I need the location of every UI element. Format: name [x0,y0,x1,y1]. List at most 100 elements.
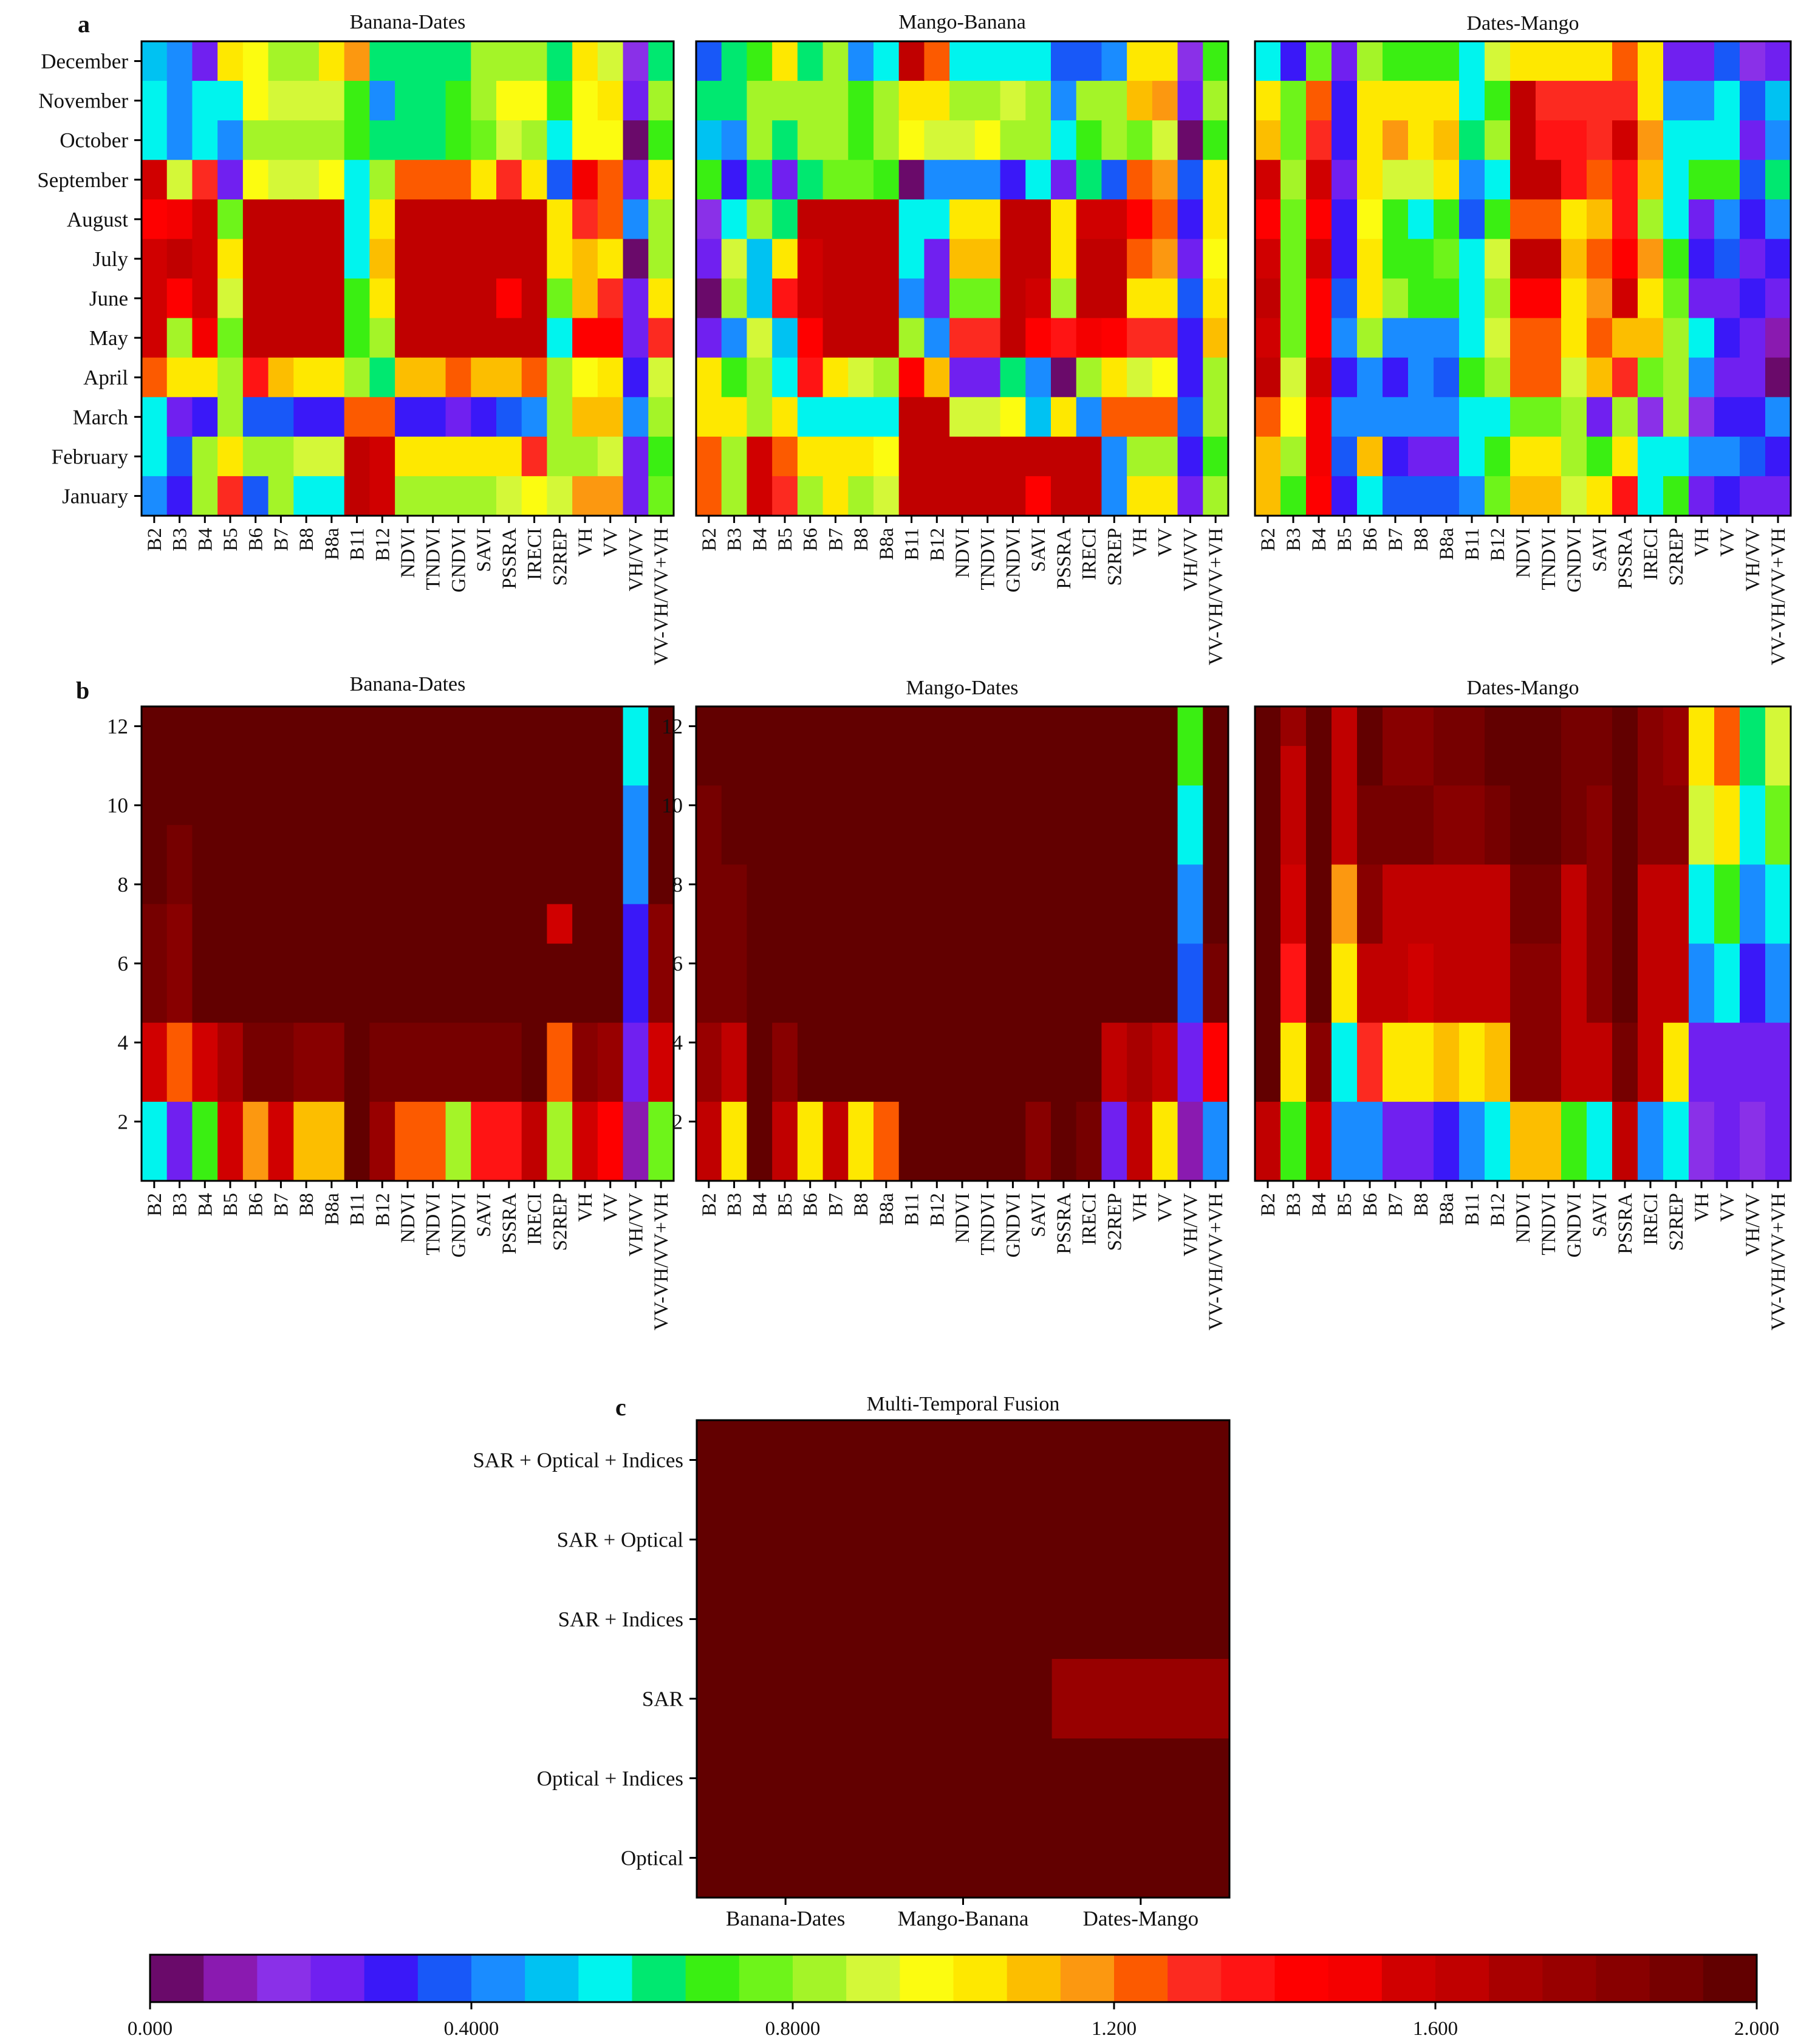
heatmap-cell-12-b4 [747,706,773,747]
heatmap-cell-february-ireci [521,436,548,477]
heatmap-cell-december-vv-vh-vv-vh [648,41,674,81]
heatmap-cell-1-ndvi [949,1141,976,1181]
x-tick-label: B8 [1410,528,1432,552]
heatmap-cell-september-vv [1152,160,1178,200]
heatmap-cell-9-b11 [344,825,371,865]
heatmap-cell-6-b2 [1255,943,1281,984]
colorbar-segment [1435,1955,1489,2002]
heatmap-cell-august-b7 [1383,199,1409,240]
x-tick-label: GNDVI [1564,528,1585,592]
heatmap-cell-june-b5 [1332,278,1358,319]
heatmap-cell-2-vh [1689,1101,1715,1142]
heatmap-cell-12-b6 [242,706,269,747]
heatmap-cell-september-b5 [1332,160,1358,200]
heatmap-cell-8-b6 [242,864,269,905]
heatmap-cell-june-b8 [1408,278,1434,319]
heatmap-cell-11-b8a [1434,746,1460,786]
heatmap-cell-april-b6 [1357,357,1383,398]
heatmap-cell-7-b3 [721,904,748,945]
colorbar-segment [203,1955,258,2002]
heatmap-cell-september-pssra [1051,160,1077,200]
heatmap-cell-august-b7 [268,199,294,240]
heatmap-cell-7-vh [1689,904,1715,945]
heatmap-cell-5-b12 [1485,983,1511,1024]
heatmap-cell-sar-optical-indices-mango-banana [874,1420,1053,1500]
heatmap-cell-april-b12 [924,357,950,398]
heatmap-cell-2-ireci [521,1101,548,1142]
heatmap-cell-august-s2rep [547,199,573,240]
x-tick-label: S2REP [1104,1193,1126,1251]
colorbar-frame [149,1953,1758,2003]
heatmap-cell-12-b2 [1255,706,1281,747]
heatmap-cell-2-ndvi [395,1101,421,1142]
heatmap-cell-august-s2rep [1101,199,1127,240]
heatmap-cell-may-vv [597,318,624,358]
heatmap-cell-july-b8 [848,239,874,279]
y-tick-label: January [62,484,128,508]
x-tick-label: SAVI [1028,1193,1050,1237]
heatmap-cell-6-b3 [1280,943,1307,984]
heatmap-cell-june-b2 [142,278,168,319]
heatmap-cell-february-b3 [721,436,748,477]
heatmap-cell-12-vh [1689,706,1715,747]
heatmap-cell-august-gndvi [1561,199,1587,240]
heatmap-cell-march-b2 [1255,397,1281,437]
heatmap-cell-august-b3 [1280,199,1307,240]
heatmap-cell-april-b11 [1459,357,1485,398]
heatmap-cell-4-b11 [1459,1022,1485,1063]
heatmap-cell-june-b8 [293,278,320,319]
heatmap-cell-10-b5 [772,785,798,825]
x-tick-label: B4 [749,1193,771,1217]
x-tick-label: GNDVI [1002,528,1024,592]
heatmap-cell-11-b3 [721,746,748,786]
heatmap-cell-september-b7 [1383,160,1409,200]
heatmap-cell-october-ireci [1638,120,1664,160]
colorbar-segment [1381,1955,1436,2002]
heatmap-cell-april-b5 [772,357,798,398]
y-tick-label: March [73,405,129,429]
heatmap-cell-september-s2rep [1663,160,1689,200]
heatmap-cell-october-tndvi [974,120,1001,160]
heatmap-cell-december-tndvi [420,41,446,81]
heatmap-cell-12-b6 [797,706,824,747]
panel-label-c: c [615,1393,626,1421]
heatmap-cell-may-vh-vv [623,318,649,358]
heatmap-cell-july-b7 [1383,239,1409,279]
heatmap-cell-12-vv-vh-vv-vh [1203,706,1229,747]
heatmap-cell-december-gndvi [445,41,471,81]
heatmap-cell-february-ndvi [395,436,421,477]
heatmap-cell-12-vh-vv [623,706,649,747]
heatmap-cell-may-b11 [898,318,925,358]
heatmap-cell-12-b11 [1459,706,1485,747]
heatmap-cell-october-pssra [1051,120,1077,160]
heatmap-cell-november-ireci [521,81,548,121]
heatmap-cell-9-ndvi [949,825,976,865]
heatmap-cell-may-b5 [1332,318,1358,358]
heatmap-cell-5-vv [1152,983,1178,1024]
x-tick-label: B2 [144,1193,166,1217]
heatmap-cell-january-b12 [924,476,950,516]
x-tick-label: B8 [296,1193,318,1217]
heatmap-cell-7-b6 [1357,904,1383,945]
colorbar-segment [1542,1955,1597,2002]
heatmap-cell-april-vv-vh-vv-vh [1765,357,1791,398]
heatmap-cell-august-b4 [747,199,773,240]
heatmap-cell-march-b7 [1383,397,1409,437]
heatmap-cell-october-b7 [268,120,294,160]
heatmap-cell-7-vv [597,904,624,945]
heatmap-cell-2-b12 [1485,1101,1511,1142]
heatmap-cell-july-b5 [772,239,798,279]
heatmap-cell-june-b7 [1383,278,1409,319]
y-tick-label: February [52,445,129,468]
heatmap-cell-10-vv-vh-vv-vh [1203,785,1229,825]
heatmap-cell-october-b4 [1306,120,1332,160]
heatmap-cell-july-vh [572,239,598,279]
heatmap-cell-october-b8 [1408,120,1434,160]
heatmap-cell-3-s2rep [1663,1062,1689,1102]
y-tick-label: 2 [118,1110,129,1133]
heatmap-cell-july-ndvi [1510,239,1536,279]
x-tick-label: IRECI [1079,528,1101,580]
heatmap-cell-may-b8a [874,318,900,358]
heatmap-cell-10-pssra [496,785,522,825]
heatmap-cell-1-vh-vv [1177,1141,1203,1181]
